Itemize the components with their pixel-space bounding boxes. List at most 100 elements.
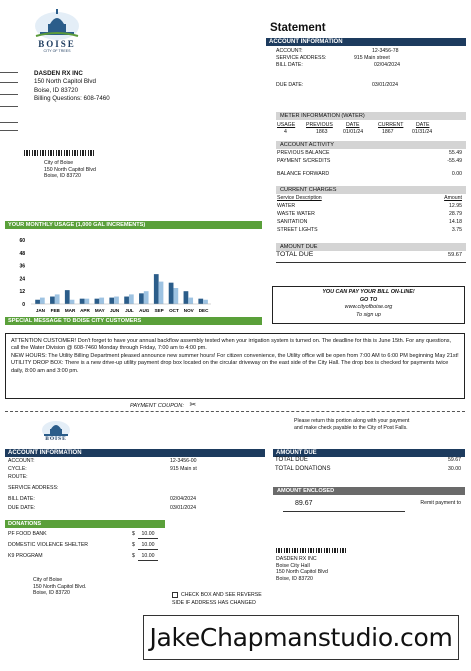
charges-col-amount: Amount: [444, 195, 462, 201]
x-tick-label: MAR: [65, 308, 76, 313]
amount-due-panel: AMOUNT DUE TOTAL DUE 59.67: [276, 243, 466, 263]
activity-value-1: -55.49: [447, 158, 462, 164]
total-due-label: TOTAL DUE: [276, 251, 314, 258]
y-tick-label: 12: [19, 289, 25, 295]
enclosed-amount-input[interactable]: 89.67: [295, 500, 313, 507]
activity-header: ACCOUNT ACTIVITY: [276, 141, 466, 149]
enclosed-panel: AMOUNT ENCLOSED 89.67 Remit payment to: [273, 487, 465, 512]
usage-bar: [69, 299, 75, 304]
usage-bar: [188, 297, 194, 304]
coupon-due-panel: AMOUNT DUE TOTAL DUE 59.67 TOTAL DONATION…: [273, 449, 465, 475]
watermark-text: JakeChapmanstudio.com: [149, 623, 453, 652]
coupon-from-line3: 150 North Capitol Blvd: [276, 569, 328, 576]
due-date-label: DUE DATE:: [276, 82, 304, 88]
coupon-due-date-value: 03/01/2024: [170, 505, 196, 511]
meter-current: 1867: [382, 129, 394, 135]
meter-panel: METER INFORMATION (WATER) USAGE PREVIOUS…: [276, 112, 466, 136]
y-tick-label: 48: [19, 251, 25, 257]
return-note: Please return this portion along with yo…: [294, 418, 466, 431]
mail-to-line2: 150 North Capitol Blvd: [44, 166, 96, 173]
x-tick-label: SEP: [154, 308, 163, 313]
coupon-total-donations-value: 30.00: [448, 466, 461, 472]
capitol-dome-icon-small: [42, 421, 70, 439]
donation-input-2[interactable]: 10.00: [138, 553, 158, 561]
coupon-mail-line2: 150 North Capitol Blvd.: [33, 583, 87, 590]
usage-bar: [128, 294, 134, 304]
usage-bar: [158, 281, 164, 304]
usage-bar: [139, 293, 144, 304]
meter-date1: 01/01/24: [343, 129, 364, 135]
x-tick-label: NOV: [184, 308, 195, 313]
pay-online-box: YOU CAN PAY YOUR BILL ON-LINE! GO TO www…: [272, 286, 465, 324]
usage-bar: [203, 299, 208, 304]
coupon-mail-line3: Boise, ID 83720: [33, 590, 70, 597]
usage-bar: [168, 282, 174, 304]
donation-currency-2: $: [132, 553, 135, 559]
postal-barcode: [24, 150, 96, 156]
coupon-account-header: ACCOUNT INFORMATION: [5, 449, 265, 457]
y-tick-label: 0: [22, 302, 25, 308]
x-tick-label: DEC: [199, 308, 209, 313]
donation-input-0[interactable]: 10.00: [138, 531, 158, 539]
return-note-line2: and make check payable to the City of Po…: [294, 424, 408, 431]
bill-date-value: 02/04/2024: [374, 62, 400, 68]
meter-previous: 1863: [316, 129, 328, 135]
account-value: 12-3456-78: [372, 48, 399, 54]
donation-input-1[interactable]: 10.00: [138, 542, 158, 550]
coupon-total-donations-label: TOTAL DONATIONS: [275, 466, 331, 472]
usage-bar: [35, 299, 40, 304]
sender-address: 150 North Capitol Blvd: [34, 78, 96, 86]
x-tick-label: APR: [80, 308, 90, 313]
coupon-from-line4: Boise, ID 83720: [276, 575, 313, 582]
activity-value-0: 55.49: [449, 150, 462, 156]
usage-bar: [54, 294, 60, 304]
mail-to-block: City of Boise 150 North Capitol Blvd Boi…: [44, 160, 164, 180]
due-date-value: 03/01/2024: [372, 82, 398, 88]
x-tick-label: OCT: [169, 308, 179, 313]
donations-list: PF FOOD BANK $ 10.00 DOMESTIC VIOLENCE S…: [8, 531, 158, 564]
enclosed-header: AMOUNT ENCLOSED: [273, 487, 465, 495]
donation-currency-0: $: [132, 531, 135, 537]
charge-value-3: 3.75: [451, 227, 462, 233]
donation-currency-1: $: [132, 542, 135, 548]
amount-due-header: AMOUNT DUE: [276, 243, 466, 251]
y-tick-label: 60: [19, 238, 25, 244]
meter-col-date2: DATE: [416, 122, 430, 128]
coupon-label-row: PAYMENT COUPON: ✂: [130, 400, 196, 409]
meter-col-date1: DATE: [346, 122, 360, 128]
usage-bar: [183, 291, 189, 304]
activity-panel: ACCOUNT ACTIVITY PREVIOUS BALANCE 55.49 P…: [276, 141, 466, 179]
coupon-cycle-label: CYCLE:: [8, 466, 27, 472]
coupon-from-line1: DASDEN RX INC: [276, 556, 317, 562]
usage-bar: [198, 298, 204, 304]
sender-city: Boise, ID 83720: [34, 86, 79, 94]
donations-panel: DONATIONS: [5, 520, 165, 528]
coupon-route-label: ROUTE:: [8, 474, 28, 480]
charge-label-0: WATER: [277, 203, 296, 209]
meter-col-current: CURRENT: [378, 122, 404, 128]
coupon-account-label: ACCOUNT:: [8, 458, 35, 464]
sender-block: DASDEN RX INC 150 North Capitol Blvd Boi…: [34, 70, 184, 104]
coupon-account-value: 12-3456-00: [170, 458, 197, 464]
service-address-value: 915 Main street: [354, 55, 390, 61]
usage-bar: [94, 298, 100, 304]
scissors-icon: ✂: [189, 400, 197, 409]
coupon-label: PAYMENT COUPON:: [130, 403, 184, 409]
activity-value-2: 0.00: [451, 171, 462, 177]
charge-label-1: WASTE WATER: [277, 211, 315, 217]
coupon-mail-line1: City of Boise: [33, 577, 63, 583]
y-tick-label: 36: [19, 264, 25, 270]
coupon-barcode: [276, 548, 348, 553]
y-tick-label: 24: [19, 276, 25, 282]
usage-bar: [50, 296, 55, 304]
activity-label-0: PREVIOUS BALANCE: [277, 150, 330, 156]
pay-online-link[interactable]: www.cityofboise.org: [344, 304, 393, 311]
coupon-bill-date-value: 02/04/2024: [170, 496, 196, 502]
meter-col-usage: USAGE: [277, 122, 296, 128]
service-address-label: SERVICE ADDRESS:: [276, 55, 327, 61]
pay-online-line1: YOU CAN PAY YOUR BILL ON-LINE!: [322, 289, 415, 295]
address-change-checkbox[interactable]: [172, 591, 178, 598]
logo-sub: CITY OF TREES: [43, 49, 71, 53]
charge-value-0: 12.95: [449, 203, 462, 209]
total-due-value: 59.67: [448, 252, 462, 258]
